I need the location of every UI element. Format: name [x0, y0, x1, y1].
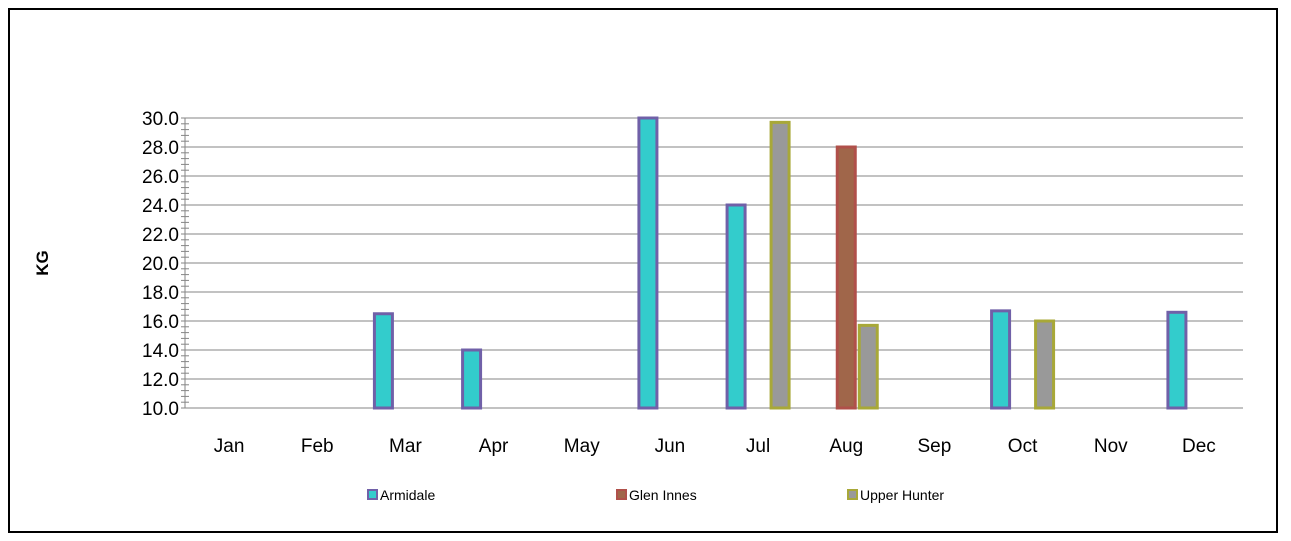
legend-swatch — [367, 489, 378, 500]
y-tick-label: 22.0 — [142, 225, 179, 246]
y-tick-label: 14.0 — [142, 341, 179, 362]
x-tick-label: Nov — [1094, 436, 1128, 457]
bar-upper-hunter — [857, 323, 879, 410]
bar-chart: 10.0 12.0 14.0 16.0 18.0 20.0 22.0 24.0 26.0 28.0… — [33, 109, 1243, 503]
y-tick-label: 26.0 — [142, 167, 179, 188]
chart-frame: 10.0 12.0 14.0 16.0 18.0 20.0 22.0 24.0 26.0 28.0… — [8, 8, 1278, 533]
x-tick-label: Aug — [829, 436, 863, 457]
bar-armidale — [637, 116, 659, 410]
legend-swatch — [616, 489, 627, 500]
x-tick-label: Sep — [918, 436, 952, 457]
y-tick-label: 10.0 — [142, 399, 179, 420]
y-axis-label: KG — [33, 250, 52, 276]
x-tick-label: Mar — [389, 436, 422, 457]
x-tick-label: Apr — [479, 436, 509, 457]
bar-upper-hunter — [769, 120, 791, 410]
legend-label: Armidale — [380, 487, 435, 503]
bar-glen-innes — [835, 145, 857, 410]
x-tick-label: Oct — [1008, 436, 1038, 457]
bar-armidale — [990, 309, 1012, 410]
y-tick-label: 18.0 — [142, 283, 179, 304]
x-tick-label: Jan — [214, 436, 245, 457]
legend-swatch — [847, 489, 858, 500]
bar-armidale — [725, 203, 747, 410]
bar-upper-hunter — [1034, 319, 1056, 410]
x-tick-label: Dec — [1182, 436, 1216, 457]
y-tick-label: 16.0 — [142, 312, 179, 333]
bar-armidale — [372, 312, 394, 410]
bar-armidale — [1166, 310, 1188, 410]
y-tick-label: 24.0 — [142, 196, 179, 217]
x-tick-label: Jun — [655, 436, 686, 457]
y-tick-label: 12.0 — [142, 370, 179, 391]
y-tick-label: 30.0 — [142, 109, 179, 130]
x-tick-label: May — [564, 436, 600, 457]
x-tick-label: Jul — [746, 436, 770, 457]
legend-label: Glen Innes — [629, 487, 697, 503]
y-tick-label: 28.0 — [142, 138, 179, 159]
x-tick-label: Feb — [301, 436, 334, 457]
bar-armidale — [461, 348, 483, 410]
legend-label: Upper Hunter — [860, 487, 944, 503]
y-tick-label: 20.0 — [142, 254, 179, 275]
